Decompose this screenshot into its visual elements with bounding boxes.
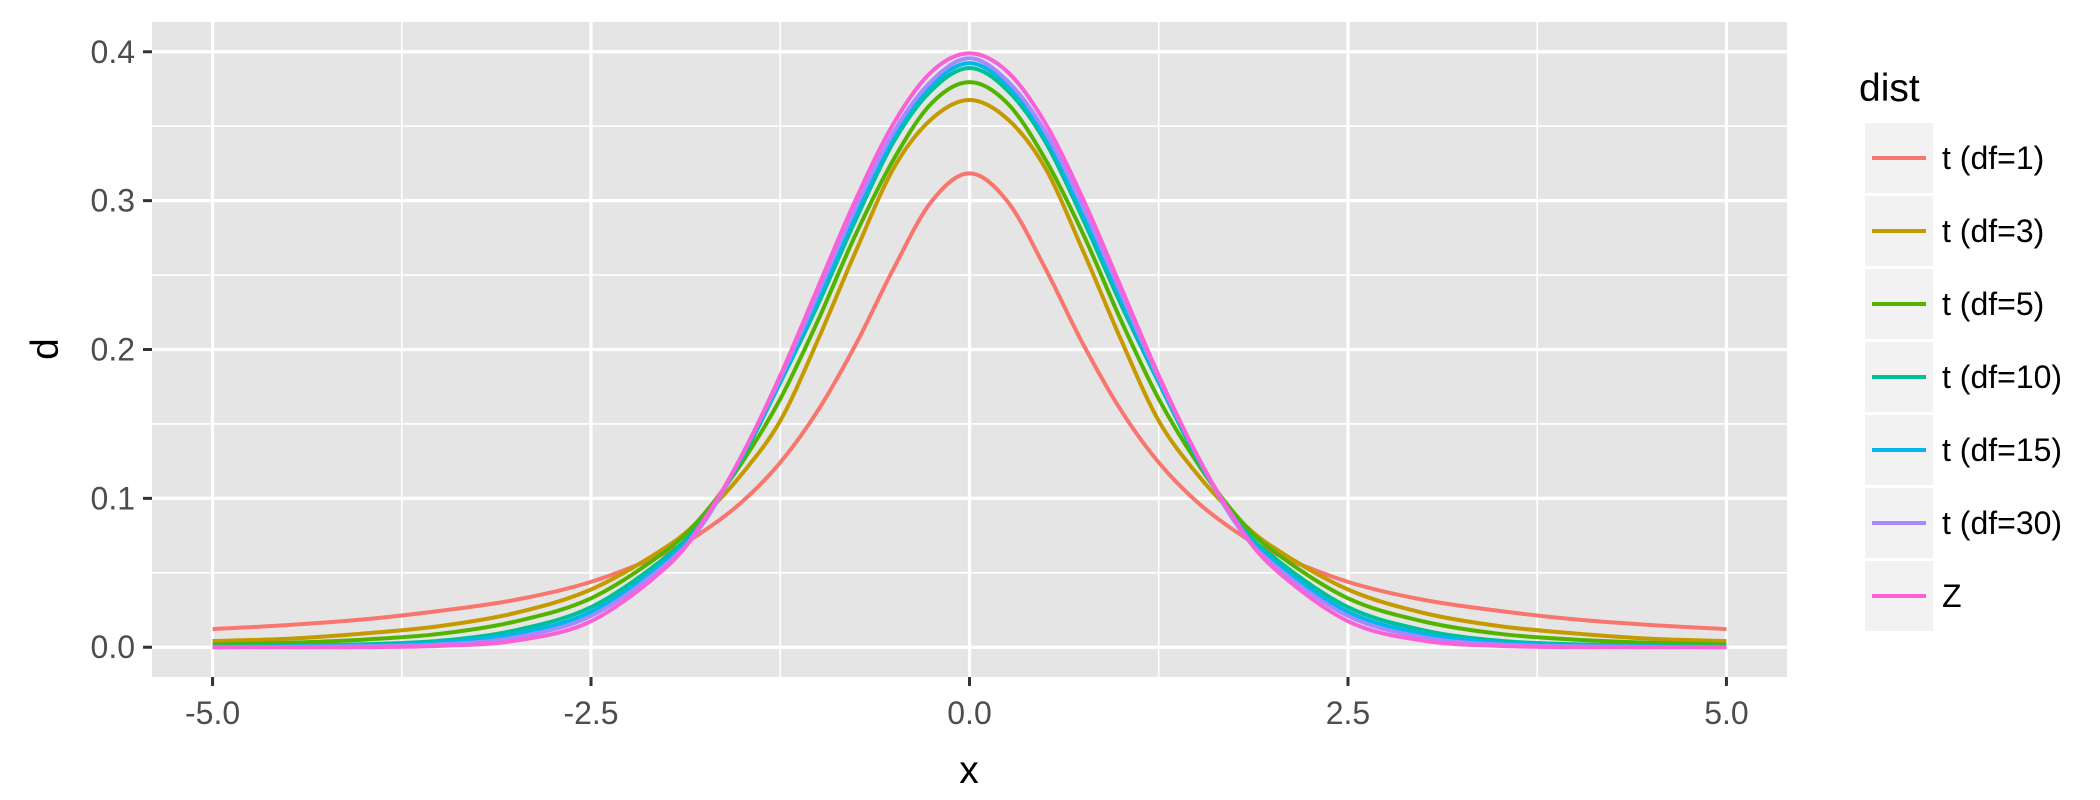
series-lines xyxy=(212,51,1727,650)
y-tick-label: 0.3 xyxy=(91,183,135,219)
y-tick-label: 0.2 xyxy=(91,332,135,368)
series-line-1 xyxy=(212,171,1727,632)
y-axis-title: d xyxy=(24,338,67,360)
series-line-5 xyxy=(212,61,1727,649)
y-tick-label: 0.1 xyxy=(91,480,135,516)
legend-label: t (df=30) xyxy=(1942,505,2062,541)
series-line-3 xyxy=(212,80,1727,647)
legend-title: dist xyxy=(1859,67,1920,110)
grid-major xyxy=(152,22,1787,677)
x-axis: -5.0 -2.5 0.0 2.5 5.0 xyxy=(185,677,1749,731)
legend: dist t (df=1) t (df=3) t (df=5) t (df=10) t … xyxy=(1859,67,2062,631)
x-tick-label: -5.0 xyxy=(185,695,240,731)
y-tick-label: 0.4 xyxy=(91,34,135,70)
legend-label: t (df=10) xyxy=(1942,359,2062,395)
x-tick-label: -2.5 xyxy=(563,695,618,731)
y-axis: 0.0 0.1 0.2 0.3 0.4 xyxy=(91,34,152,665)
y-tick-label: 0.0 xyxy=(91,629,135,665)
legend-label: t (df=5) xyxy=(1942,286,2044,322)
legend-label: t (df=3) xyxy=(1942,213,2044,249)
series-line-6 xyxy=(212,56,1727,650)
x-axis-title: x xyxy=(959,749,979,792)
series-line-7 xyxy=(212,51,1727,650)
series-line-2 xyxy=(212,98,1727,643)
x-tick-label: 5.0 xyxy=(1704,695,1748,731)
x-tick-label: 2.5 xyxy=(1326,695,1370,731)
x-tick-label: 0.0 xyxy=(947,695,991,731)
legend-label: t (df=15) xyxy=(1942,432,2062,468)
series-line-4 xyxy=(212,66,1727,649)
legend-label: t (df=1) xyxy=(1942,140,2044,176)
legend-label: Z xyxy=(1942,578,1962,614)
